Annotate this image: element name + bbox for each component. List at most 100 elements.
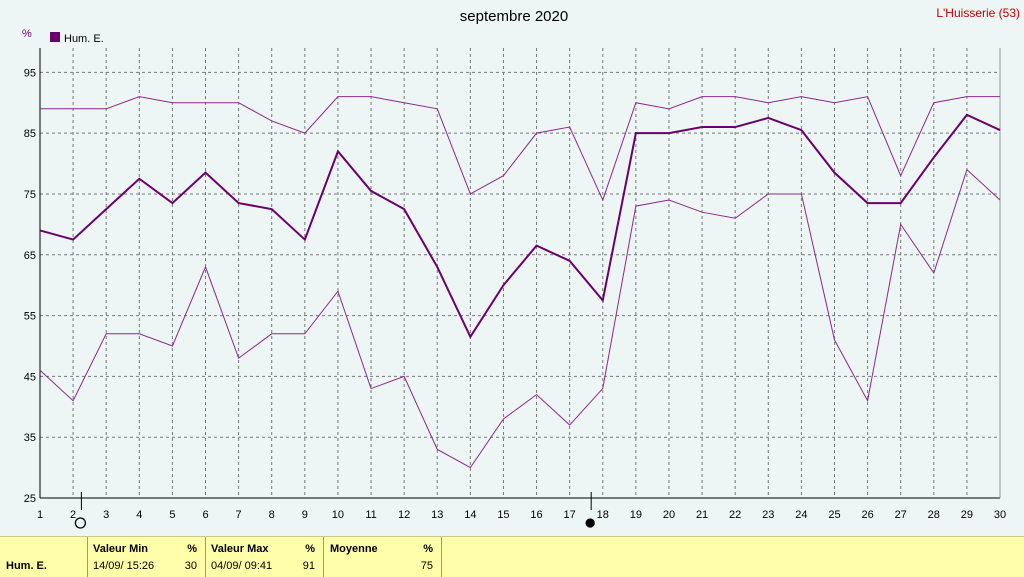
data-point-min — [668, 199, 670, 201]
data-point-mean — [39, 229, 41, 231]
data-point-max — [966, 96, 968, 98]
x-tick-label: 18 — [597, 509, 609, 521]
data-point-min — [900, 223, 902, 225]
x-tick-label: 8 — [269, 509, 275, 521]
data-point-mean — [171, 202, 173, 204]
data-point-mean — [304, 239, 306, 241]
data-point-min — [734, 217, 736, 219]
data-point-max — [469, 193, 471, 195]
data-point-min — [833, 339, 835, 341]
data-point-min — [469, 467, 471, 469]
data-point-mean — [436, 266, 438, 268]
stats-max-label: Valeur Max — [211, 543, 269, 555]
data-point-max — [271, 120, 273, 122]
data-point-mean — [469, 336, 471, 338]
data-point-mean — [105, 208, 107, 210]
stats-max-unit: % — [305, 543, 315, 555]
y-tick-label: 75 — [24, 189, 36, 201]
full-moon-icon — [585, 518, 595, 528]
data-point-max — [536, 132, 538, 134]
data-point-min — [138, 333, 140, 335]
data-point-min — [602, 388, 604, 390]
stats-min-value: 30 — [184, 560, 197, 572]
data-point-mean — [602, 299, 604, 301]
data-point-mean — [933, 156, 935, 158]
x-tick-label: 5 — [169, 509, 175, 521]
x-tick-label: 13 — [431, 509, 443, 521]
data-point-min — [536, 394, 538, 396]
data-point-mean — [72, 239, 74, 241]
data-point-min — [767, 193, 769, 195]
data-point-max — [72, 108, 74, 110]
data-point-min — [271, 333, 273, 335]
data-point-min — [403, 375, 405, 377]
data-point-mean — [370, 190, 372, 192]
series-line-min — [39, 168, 1001, 469]
data-point-max — [138, 96, 140, 98]
data-point-min — [304, 333, 306, 335]
data-point-max — [370, 96, 372, 98]
data-point-mean — [502, 284, 504, 286]
data-point-max — [569, 126, 571, 128]
data-point-min — [966, 169, 968, 171]
stats-avg-unit: % — [423, 543, 433, 555]
x-tick-label: 28 — [928, 509, 940, 521]
data-point-mean — [900, 202, 902, 204]
stats-max-cell: Valeur Max % 04/09/ 09:41 91 — [206, 537, 324, 577]
x-tick-label: 10 — [332, 509, 344, 521]
x-tick-label: 14 — [464, 509, 476, 521]
data-point-min — [999, 199, 1001, 201]
data-point-min — [502, 418, 504, 420]
data-point-max — [833, 102, 835, 104]
data-point-max — [105, 108, 107, 110]
x-tick-label: 2 — [70, 509, 76, 521]
x-tick-label: 3 — [103, 509, 109, 521]
data-point-min — [933, 272, 935, 274]
chart-title: septembre 2020 — [460, 8, 568, 25]
stats-panel: Hum. E. Valeur Min % 14/09/ 15:26 30 Val… — [0, 536, 1024, 577]
data-point-mean — [205, 172, 207, 174]
data-point-mean — [800, 129, 802, 131]
x-tick-label: 17 — [564, 509, 576, 521]
data-point-min — [39, 369, 41, 371]
data-point-min — [337, 290, 339, 292]
data-point-mean — [833, 172, 835, 174]
data-point-mean — [569, 260, 571, 262]
data-point-max — [436, 108, 438, 110]
stats-min-label: Valeur Min — [93, 543, 149, 555]
y-axis-unit: % — [22, 28, 32, 40]
x-tick-label: 25 — [828, 509, 840, 521]
x-tick-label: 19 — [630, 509, 642, 521]
stats-max-when: 04/09/ 09:41 — [211, 560, 273, 572]
stats-min-unit: % — [187, 543, 197, 555]
data-point-min — [569, 424, 571, 426]
data-point-min — [867, 400, 869, 402]
data-point-max — [403, 102, 405, 104]
x-tick-label: 22 — [729, 509, 741, 521]
y-tick-label: 65 — [24, 250, 36, 262]
data-point-min — [105, 333, 107, 335]
data-point-min — [370, 388, 372, 390]
data-point-mean — [271, 208, 273, 210]
data-point-max — [999, 96, 1001, 98]
x-tick-label: 4 — [136, 509, 142, 521]
series-line-mean — [39, 113, 1001, 339]
y-tick-label: 95 — [24, 67, 36, 79]
data-point-mean — [536, 245, 538, 247]
data-point-min — [635, 205, 637, 207]
data-point-max — [238, 102, 240, 104]
data-point-mean — [403, 208, 405, 210]
data-point-min — [800, 193, 802, 195]
legend-label: Hum. E. — [64, 33, 104, 45]
data-point-min — [72, 400, 74, 402]
stats-min-when: 14/09/ 15:26 — [93, 560, 155, 572]
x-tick-label: 29 — [961, 509, 973, 521]
data-point-max — [734, 96, 736, 98]
data-point-max — [171, 102, 173, 104]
data-point-max — [933, 102, 935, 104]
data-point-mean — [867, 202, 869, 204]
x-tick-label: 21 — [696, 509, 708, 521]
new-moon-icon — [74, 517, 87, 529]
data-point-max — [867, 96, 869, 98]
data-point-max — [602, 199, 604, 201]
